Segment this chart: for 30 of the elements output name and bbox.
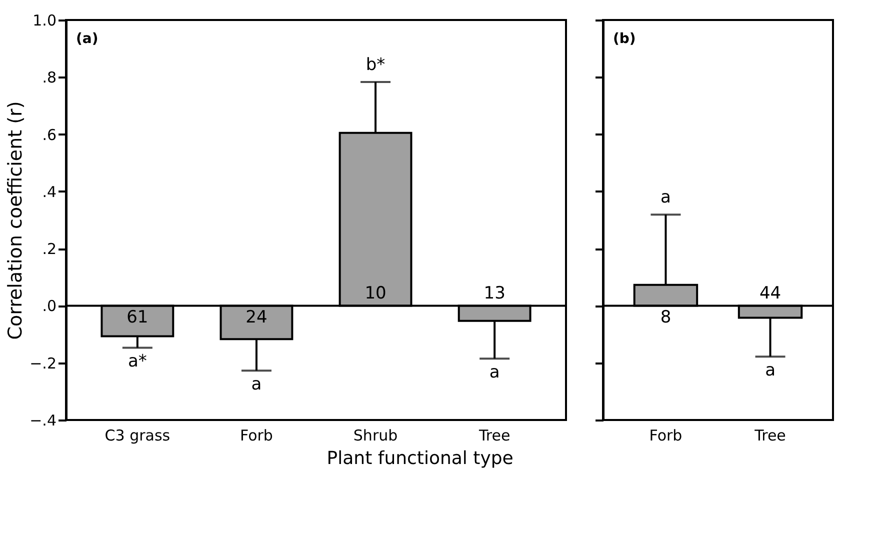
y-tick-label: .0 — [42, 297, 56, 316]
x-tick-label: Tree — [754, 426, 786, 444]
y-tick-label: .6 — [42, 126, 56, 144]
y-tick-label: .2 — [42, 240, 56, 258]
annotation: 8 — [660, 308, 672, 328]
annotation: (b) — [613, 31, 636, 47]
annotation: 24 — [246, 308, 268, 328]
x-tick-label: Shrub — [353, 426, 398, 444]
annotation: a* — [128, 352, 147, 372]
annotation: 10 — [364, 284, 386, 304]
y-axis-title: Correlation coefficient (r) — [4, 101, 27, 340]
x-axis-title: Plant functional type — [326, 448, 514, 469]
annotation: a — [660, 188, 671, 208]
y-tick-label: .4 — [42, 182, 56, 201]
y-tick-label: 1.0 — [32, 12, 56, 30]
annotation: a — [251, 374, 262, 395]
annotation: (a) — [76, 31, 98, 47]
annotation: a — [489, 362, 500, 383]
annotation: 13 — [484, 284, 506, 304]
annotation: a — [765, 360, 776, 381]
x-tick-label: Forb — [649, 426, 682, 444]
x-tick-label: Forb — [240, 426, 273, 444]
annotation: 61 — [126, 308, 148, 328]
y-tick-label: −.2 — [30, 354, 56, 372]
y-tick-label: .8 — [42, 68, 56, 87]
x-tick-label: C3 grass — [104, 426, 170, 444]
y-tick-label: −.4 — [30, 412, 56, 430]
annotation: b* — [366, 55, 386, 75]
annotation: 44 — [759, 284, 782, 304]
x-tick-label: Tree — [478, 426, 510, 444]
